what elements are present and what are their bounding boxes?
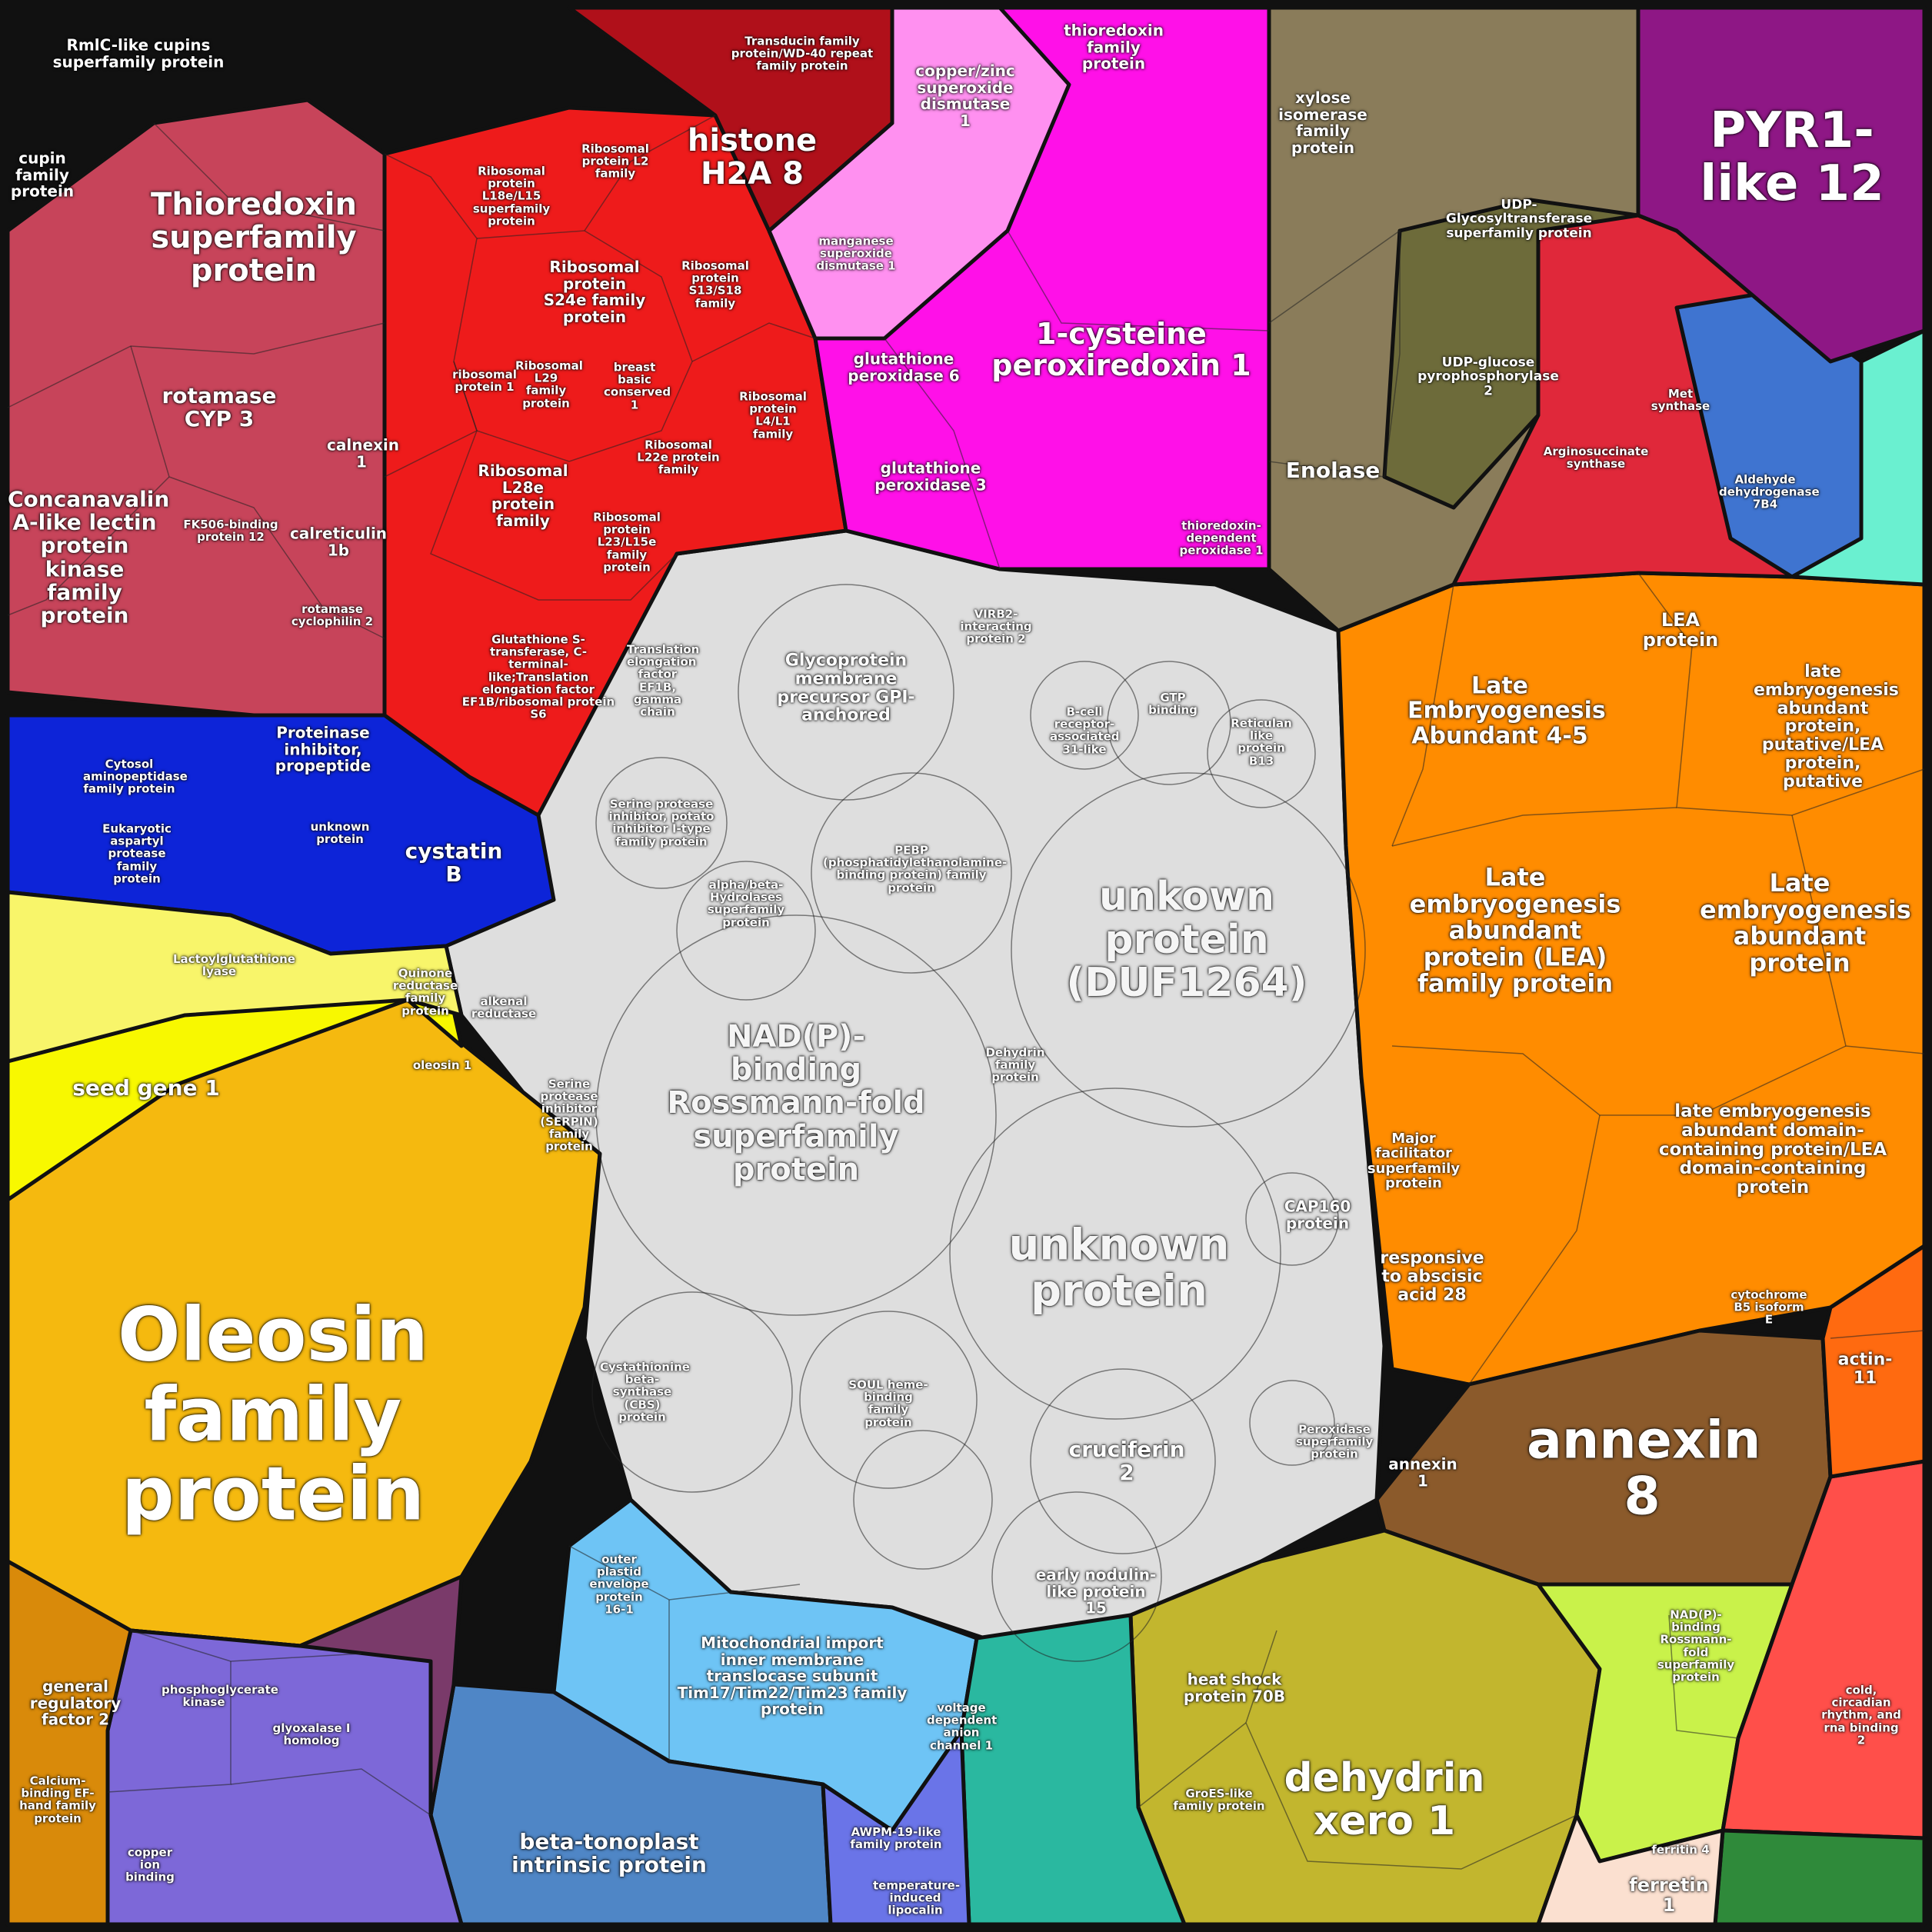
cell-rose-region[interactable] <box>5 98 387 718</box>
cell-histone[interactable] <box>567 5 894 233</box>
cell-voltage[interactable] <box>821 1728 971 1927</box>
cell-dehydrin[interactable] <box>1128 1528 1602 1927</box>
subdivision-lines <box>7 115 1925 1870</box>
cell-green[interactable] <box>1713 1828 1927 1927</box>
cell-violet[interactable] <box>105 1628 464 1927</box>
cell-general-reg[interactable] <box>5 1559 133 1927</box>
cell-actin[interactable] <box>1820 1244 1927 1479</box>
cell-ferritin[interactable] <box>1536 1813 1725 1927</box>
cell-light-yellow[interactable] <box>5 890 464 1064</box>
cell-orange-region[interactable] <box>1336 571 1927 1387</box>
cell-pyr1[interactable] <box>1636 5 1927 364</box>
cell-cyan-edge[interactable] <box>1790 328 1927 587</box>
